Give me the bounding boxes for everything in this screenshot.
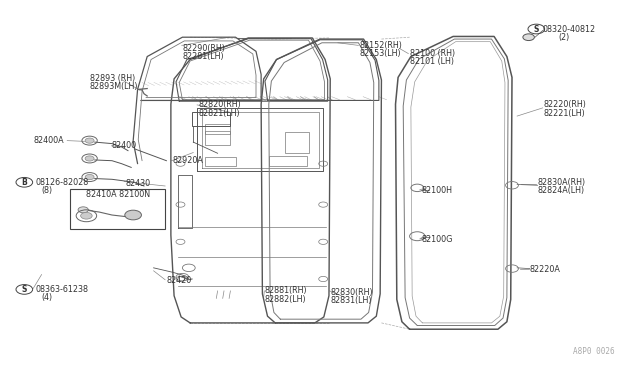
Text: B: B bbox=[22, 178, 27, 187]
Text: (2): (2) bbox=[558, 33, 570, 42]
Text: 82420: 82420 bbox=[166, 276, 191, 285]
Text: 82220(RH): 82220(RH) bbox=[544, 100, 587, 109]
Circle shape bbox=[523, 34, 534, 41]
Circle shape bbox=[81, 212, 92, 219]
Text: 82400: 82400 bbox=[112, 141, 137, 150]
Text: 82100 (RH): 82100 (RH) bbox=[410, 49, 455, 58]
Circle shape bbox=[85, 156, 94, 161]
Text: 82101 (LH): 82101 (LH) bbox=[410, 57, 454, 66]
Bar bbox=[205, 131, 230, 145]
Bar bbox=[70, 189, 165, 229]
Text: 08320-40812: 08320-40812 bbox=[543, 25, 596, 33]
Text: 08126-82028: 08126-82028 bbox=[35, 178, 88, 187]
Text: (8): (8) bbox=[42, 186, 52, 195]
Bar bbox=[192, 112, 230, 126]
Circle shape bbox=[85, 138, 94, 143]
Text: 82882(LH): 82882(LH) bbox=[265, 295, 307, 304]
Text: 08363-61238: 08363-61238 bbox=[35, 285, 88, 294]
Text: 82400A: 82400A bbox=[34, 136, 65, 145]
Text: 82920A: 82920A bbox=[173, 156, 204, 165]
Bar bbox=[205, 157, 236, 166]
Circle shape bbox=[78, 207, 88, 213]
Text: 82221(LH): 82221(LH) bbox=[544, 109, 586, 118]
Text: 82824A(LH): 82824A(LH) bbox=[538, 186, 585, 195]
Text: 82290(RH): 82290(RH) bbox=[182, 44, 225, 53]
Text: 82893 (RH): 82893 (RH) bbox=[90, 74, 135, 83]
Circle shape bbox=[85, 174, 94, 180]
Text: S: S bbox=[534, 25, 539, 33]
Text: 82152(RH): 82152(RH) bbox=[360, 41, 403, 50]
Text: A8P0 0026: A8P0 0026 bbox=[573, 347, 614, 356]
Text: 82893M(LH): 82893M(LH) bbox=[90, 82, 138, 91]
Text: 82821(LH): 82821(LH) bbox=[198, 109, 240, 118]
Bar bbox=[269, 156, 307, 166]
Text: 82100H: 82100H bbox=[421, 186, 452, 195]
Text: 82820(RH): 82820(RH) bbox=[198, 100, 241, 109]
Text: 82410A 82100N: 82410A 82100N bbox=[86, 190, 150, 199]
Text: (4): (4) bbox=[42, 293, 52, 302]
Text: 82830A(RH): 82830A(RH) bbox=[538, 178, 586, 187]
Text: 82881(RH): 82881(RH) bbox=[265, 286, 308, 295]
Text: 82831(LH): 82831(LH) bbox=[330, 296, 372, 305]
Text: 82220A: 82220A bbox=[530, 265, 561, 274]
Text: S: S bbox=[22, 285, 27, 294]
Text: 82281(LH): 82281(LH) bbox=[182, 52, 224, 61]
Text: 82153(LH): 82153(LH) bbox=[360, 49, 401, 58]
Bar bbox=[285, 132, 309, 153]
Bar bbox=[205, 124, 230, 134]
Text: 82430: 82430 bbox=[125, 179, 150, 187]
Circle shape bbox=[125, 210, 141, 220]
Text: 82830(RH): 82830(RH) bbox=[330, 288, 373, 296]
Text: 82100G: 82100G bbox=[421, 235, 452, 244]
